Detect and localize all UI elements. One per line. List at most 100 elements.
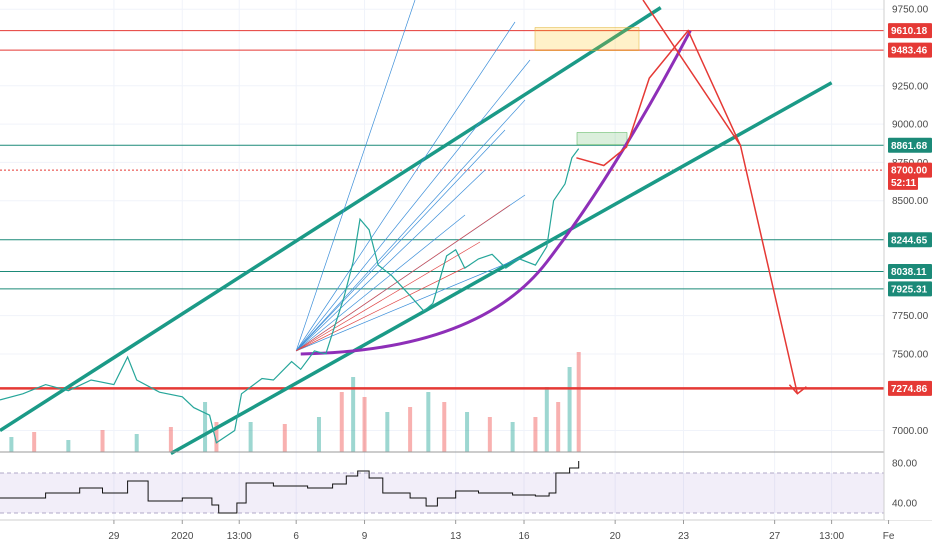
time-tick-label: 2020 bbox=[171, 531, 194, 542]
price-tag-bg bbox=[888, 264, 932, 280]
fan-line bbox=[295, 129, 506, 352]
price-tag-bg bbox=[888, 42, 932, 58]
price-tag: 52:11 bbox=[888, 174, 918, 190]
price-tag-bg bbox=[888, 380, 932, 396]
price-tag-label: 8244.65 bbox=[891, 235, 928, 246]
volume-bar bbox=[339, 392, 344, 452]
fan-line-red bbox=[296, 241, 481, 352]
volume-bar bbox=[426, 392, 431, 452]
volume-bar bbox=[362, 397, 367, 452]
time-tick-label: Fe bbox=[883, 531, 895, 542]
fan-line-red bbox=[295, 204, 511, 352]
price-tag: 8861.68 bbox=[888, 137, 932, 153]
channel-line bbox=[170, 81, 833, 456]
time-tick-label: 23 bbox=[678, 531, 690, 542]
fan-line bbox=[295, 59, 531, 352]
price-tick-label: 9750.00 bbox=[892, 5, 929, 16]
time-tick-label: 13:00 bbox=[819, 531, 844, 542]
volume-bar bbox=[442, 402, 447, 452]
price-tag: 7925.31 bbox=[888, 281, 932, 297]
fan-line bbox=[295, 214, 466, 352]
fan-line bbox=[296, 257, 521, 352]
time-tick-label: 20 bbox=[610, 531, 622, 542]
volume-bar bbox=[248, 422, 253, 452]
rsi-tick-label: 40.00 bbox=[892, 499, 917, 510]
price-tag-label: 7925.31 bbox=[891, 284, 928, 295]
price-tick-label: 7500.00 bbox=[892, 349, 929, 360]
price-tag-label: 8038.11 bbox=[891, 267, 927, 278]
price-tag-label: 9483.46 bbox=[891, 46, 928, 57]
volume-bar bbox=[100, 430, 105, 452]
price-tag-bg bbox=[888, 23, 932, 39]
price-tag-label: 8861.68 bbox=[891, 141, 928, 152]
fan-line bbox=[295, 0, 416, 351]
volume-bar bbox=[214, 422, 219, 452]
parabolic-curve bbox=[300, 29, 692, 356]
price-tag-label: 52:11 bbox=[891, 178, 916, 189]
volume-bar bbox=[465, 412, 470, 452]
time-axis[interactable]: 29 2020 13:00 6 9 13 16 20 23 27 13:00 Fe bbox=[108, 520, 895, 542]
rsi-line bbox=[0, 461, 580, 514]
price-tag-bg bbox=[888, 174, 918, 190]
channel-line bbox=[0, 6, 662, 433]
volume-bars bbox=[9, 352, 581, 452]
volume-bar bbox=[544, 387, 549, 452]
price-tag: 8244.65 bbox=[888, 232, 932, 248]
time-tick-label: 13 bbox=[450, 531, 462, 542]
price-tag: 9483.46 bbox=[888, 42, 932, 58]
volume-bar bbox=[9, 437, 14, 452]
rsi-panel bbox=[0, 461, 884, 514]
rsi-band bbox=[0, 473, 884, 513]
volume-bar bbox=[567, 367, 572, 452]
price-tick-label: 8500.00 bbox=[892, 196, 929, 207]
volume-bar bbox=[556, 402, 561, 452]
projection-arrowhead bbox=[788, 384, 807, 395]
time-tick-label: 13:00 bbox=[227, 531, 252, 542]
time-tick-label: 27 bbox=[769, 531, 781, 542]
volume-bar bbox=[168, 427, 173, 452]
price-tag: 7274.86 bbox=[888, 380, 932, 396]
fan-line bbox=[295, 169, 486, 352]
price-tag-bg bbox=[888, 281, 932, 297]
price-tag: 9610.18 bbox=[888, 23, 932, 39]
volume-bar bbox=[576, 352, 581, 452]
price-tag: 8038.11 bbox=[888, 264, 932, 280]
volume-bar bbox=[66, 440, 71, 452]
price-tag-bg bbox=[888, 232, 932, 248]
price-tag-bg bbox=[888, 137, 932, 153]
price-axis[interactable]: 9750.009250.009000.008750.008500.007750.… bbox=[885, 0, 932, 520]
horizontal-levels bbox=[0, 30, 884, 390]
fan-line-red bbox=[296, 264, 471, 352]
price-tick-label: 9000.00 bbox=[892, 120, 929, 131]
volume-bar bbox=[203, 402, 208, 452]
volume-bar bbox=[510, 422, 515, 452]
volume-bar bbox=[487, 417, 492, 452]
fan-line bbox=[295, 99, 526, 352]
volume-bar bbox=[533, 417, 538, 452]
volume-bar bbox=[385, 412, 390, 452]
price-tick-label: 7750.00 bbox=[892, 311, 929, 322]
rsi-axis: 80.00 40.00 bbox=[892, 459, 917, 510]
trend-drawings bbox=[0, 0, 833, 456]
volume-bar bbox=[282, 424, 287, 452]
price-series bbox=[0, 148, 580, 444]
price-tag-label: 9610.18 bbox=[891, 26, 928, 37]
volume-bar bbox=[351, 377, 356, 452]
price-line bbox=[0, 148, 580, 444]
volume-bar bbox=[316, 417, 321, 452]
volume-bar bbox=[32, 432, 37, 452]
projection-path bbox=[576, 29, 799, 394]
price-tag-bg bbox=[888, 162, 932, 178]
price-tag: 8700.00 bbox=[888, 162, 932, 178]
price-tick-label: 9250.00 bbox=[892, 81, 929, 92]
fan-line bbox=[295, 21, 516, 352]
time-tick-label: 6 bbox=[293, 531, 299, 542]
price-tag-label: 7274.86 bbox=[891, 384, 928, 395]
price-tag-label: 8700.00 bbox=[891, 166, 928, 177]
grid bbox=[0, 0, 890, 520]
time-tick-label: 29 bbox=[108, 531, 120, 542]
volume-bar bbox=[408, 407, 413, 452]
